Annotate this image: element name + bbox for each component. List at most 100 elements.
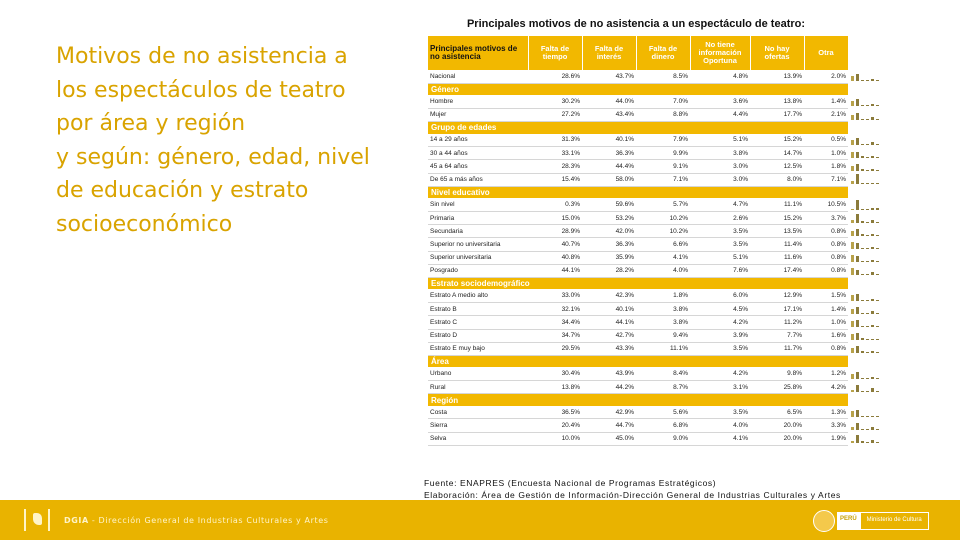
sparkline-bar	[856, 371, 859, 379]
row-label: Selva	[428, 432, 528, 446]
sparkline-bar	[861, 441, 864, 444]
row-label: Superior universitaria	[428, 251, 528, 265]
sparkline-bar	[871, 272, 874, 276]
value-cell: 3.1%	[690, 380, 750, 395]
sparkline-bar	[856, 384, 859, 392]
sparkline-bar	[866, 442, 869, 444]
value-cell: 28.3%	[528, 159, 582, 174]
row-label: Superior no universitaria	[428, 237, 528, 252]
row-label: Rural	[428, 380, 528, 395]
sparkline-bar	[876, 105, 879, 107]
table-row: Selva 10.0% 45.0% 9.0% 4.1% 20.0% 1.9%	[428, 432, 848, 446]
value-cell: 15.0%	[528, 211, 582, 226]
sparkline-bar	[871, 310, 874, 314]
value-cell: 36.3%	[582, 146, 636, 161]
value-cell: 13.9%	[750, 70, 804, 84]
value-cell: 44.1%	[528, 264, 582, 278]
value-cell: 40.8%	[528, 251, 582, 265]
sparkline-bar	[851, 219, 854, 223]
gov-peru-label: PERÚ	[837, 512, 860, 530]
row-label: Primaria	[428, 211, 528, 226]
sparkline-bar	[866, 143, 869, 145]
header-cell: Falta de dinero	[636, 36, 691, 70]
value-cell: 9.0%	[636, 432, 690, 446]
value-cell: 1.4%	[804, 95, 848, 109]
value-cell: 5.6%	[636, 405, 690, 420]
table-row: Nacional 28.6% 43.7% 8.5% 4.8% 13.9% 2.0%	[428, 70, 848, 84]
value-cell: 1.0%	[804, 315, 848, 330]
value-cell: 6.6%	[636, 237, 690, 252]
value-cell: 4.8%	[690, 70, 750, 84]
value-cell: 28.9%	[528, 224, 582, 239]
value-cell: 42.3%	[582, 289, 636, 304]
sparkline-bar	[851, 76, 854, 82]
value-cell: 3.7%	[804, 211, 848, 226]
value-cell: 10.2%	[636, 224, 690, 239]
sparkline-row	[851, 329, 901, 342]
group-header-row: Área	[428, 355, 848, 368]
value-cell: 53.2%	[582, 211, 636, 226]
sparkline-bar	[876, 118, 879, 120]
sparkline-row	[851, 225, 901, 238]
value-cell: 8.0%	[750, 173, 804, 187]
value-cell: 34.7%	[528, 329, 582, 343]
value-cell: 1.9%	[804, 432, 848, 446]
data-table: Principales motivos de no asistencia Falt…	[428, 36, 849, 446]
sparkline-bar	[866, 118, 869, 120]
table-row: Sin nivel 0.3% 59.6% 5.7% 4.7% 11.1% 10.5%	[428, 198, 848, 213]
table-row: 30 a 44 años 33.1% 36.3% 9.9% 3.8% 14.7% 1.0%	[428, 146, 848, 161]
sparkline-column	[851, 70, 901, 445]
group-label: Género	[428, 83, 848, 96]
row-label: Estrato A medio alto	[428, 289, 528, 304]
sparkline-gap	[851, 186, 901, 198]
table-row: Posgrado 44.1% 28.2% 4.0% 7.6% 17.4% 0.8%	[428, 264, 848, 278]
sparkline-bar	[876, 415, 879, 417]
sparkline-bar	[856, 228, 859, 236]
value-cell: 8.8%	[636, 108, 690, 123]
footer-notes: Fuente: ENAPRES (Encuesta Nacional de Pr…	[424, 477, 944, 501]
value-cell: 20.0%	[750, 418, 804, 433]
value-cell: 17.4%	[750, 264, 804, 278]
header-cell: Falta de interés	[582, 36, 637, 70]
sparkline-bar	[856, 346, 859, 354]
sparkline-gap	[851, 355, 901, 367]
value-cell: 4.0%	[636, 264, 690, 278]
sparkline-bar	[856, 99, 859, 107]
sparkline-bar	[856, 199, 859, 210]
table-row: Estrato E muy bajo 29.5% 43.3% 11.1% 3.5% 11.…	[428, 342, 848, 356]
value-cell: 0.8%	[804, 342, 848, 356]
value-cell: 13.5%	[750, 224, 804, 239]
table-row: Estrato B 32.1% 40.1% 3.8% 4.5% 17.1% 1.4%	[428, 302, 848, 317]
sparkline-row	[851, 367, 901, 380]
gov-ministry-label: Ministerio de Cultura	[859, 512, 929, 530]
sparkline-bar	[851, 242, 854, 250]
sparkline-bar	[861, 390, 864, 392]
sparkline-bar	[876, 248, 879, 250]
value-cell: 3.0%	[690, 173, 750, 187]
sparkline-bar	[871, 376, 874, 379]
sparkline-bar	[851, 373, 854, 379]
sparkline-bar	[876, 143, 879, 145]
value-cell: 28.6%	[528, 70, 582, 84]
sparkline-row	[851, 134, 901, 147]
value-cell: 40.1%	[582, 133, 636, 148]
sparkline-bar	[851, 294, 854, 301]
sparkline-bar	[876, 339, 879, 341]
sparkline-bar	[861, 261, 864, 263]
sparkline-bar	[871, 79, 874, 82]
sparkline-bar	[851, 114, 854, 120]
sparkline-row	[851, 316, 901, 329]
sparkline-bar	[861, 233, 864, 236]
value-cell: 13.8%	[750, 95, 804, 109]
sparkline-bar	[861, 274, 864, 276]
value-cell: 0.3%	[528, 198, 582, 213]
value-cell: 15.4%	[528, 173, 582, 187]
sparkline-bar	[871, 247, 874, 250]
value-cell: 1.3%	[804, 405, 848, 420]
sparkline-bar	[871, 415, 874, 417]
header-cell: Otra	[804, 36, 849, 70]
table-row: Estrato C 34.4% 44.1% 3.8% 4.2% 11.2% 1.0%	[428, 315, 848, 330]
sparkline-bar	[866, 183, 869, 185]
value-cell: 44.2%	[582, 380, 636, 395]
sparkline-bar	[866, 312, 869, 314]
